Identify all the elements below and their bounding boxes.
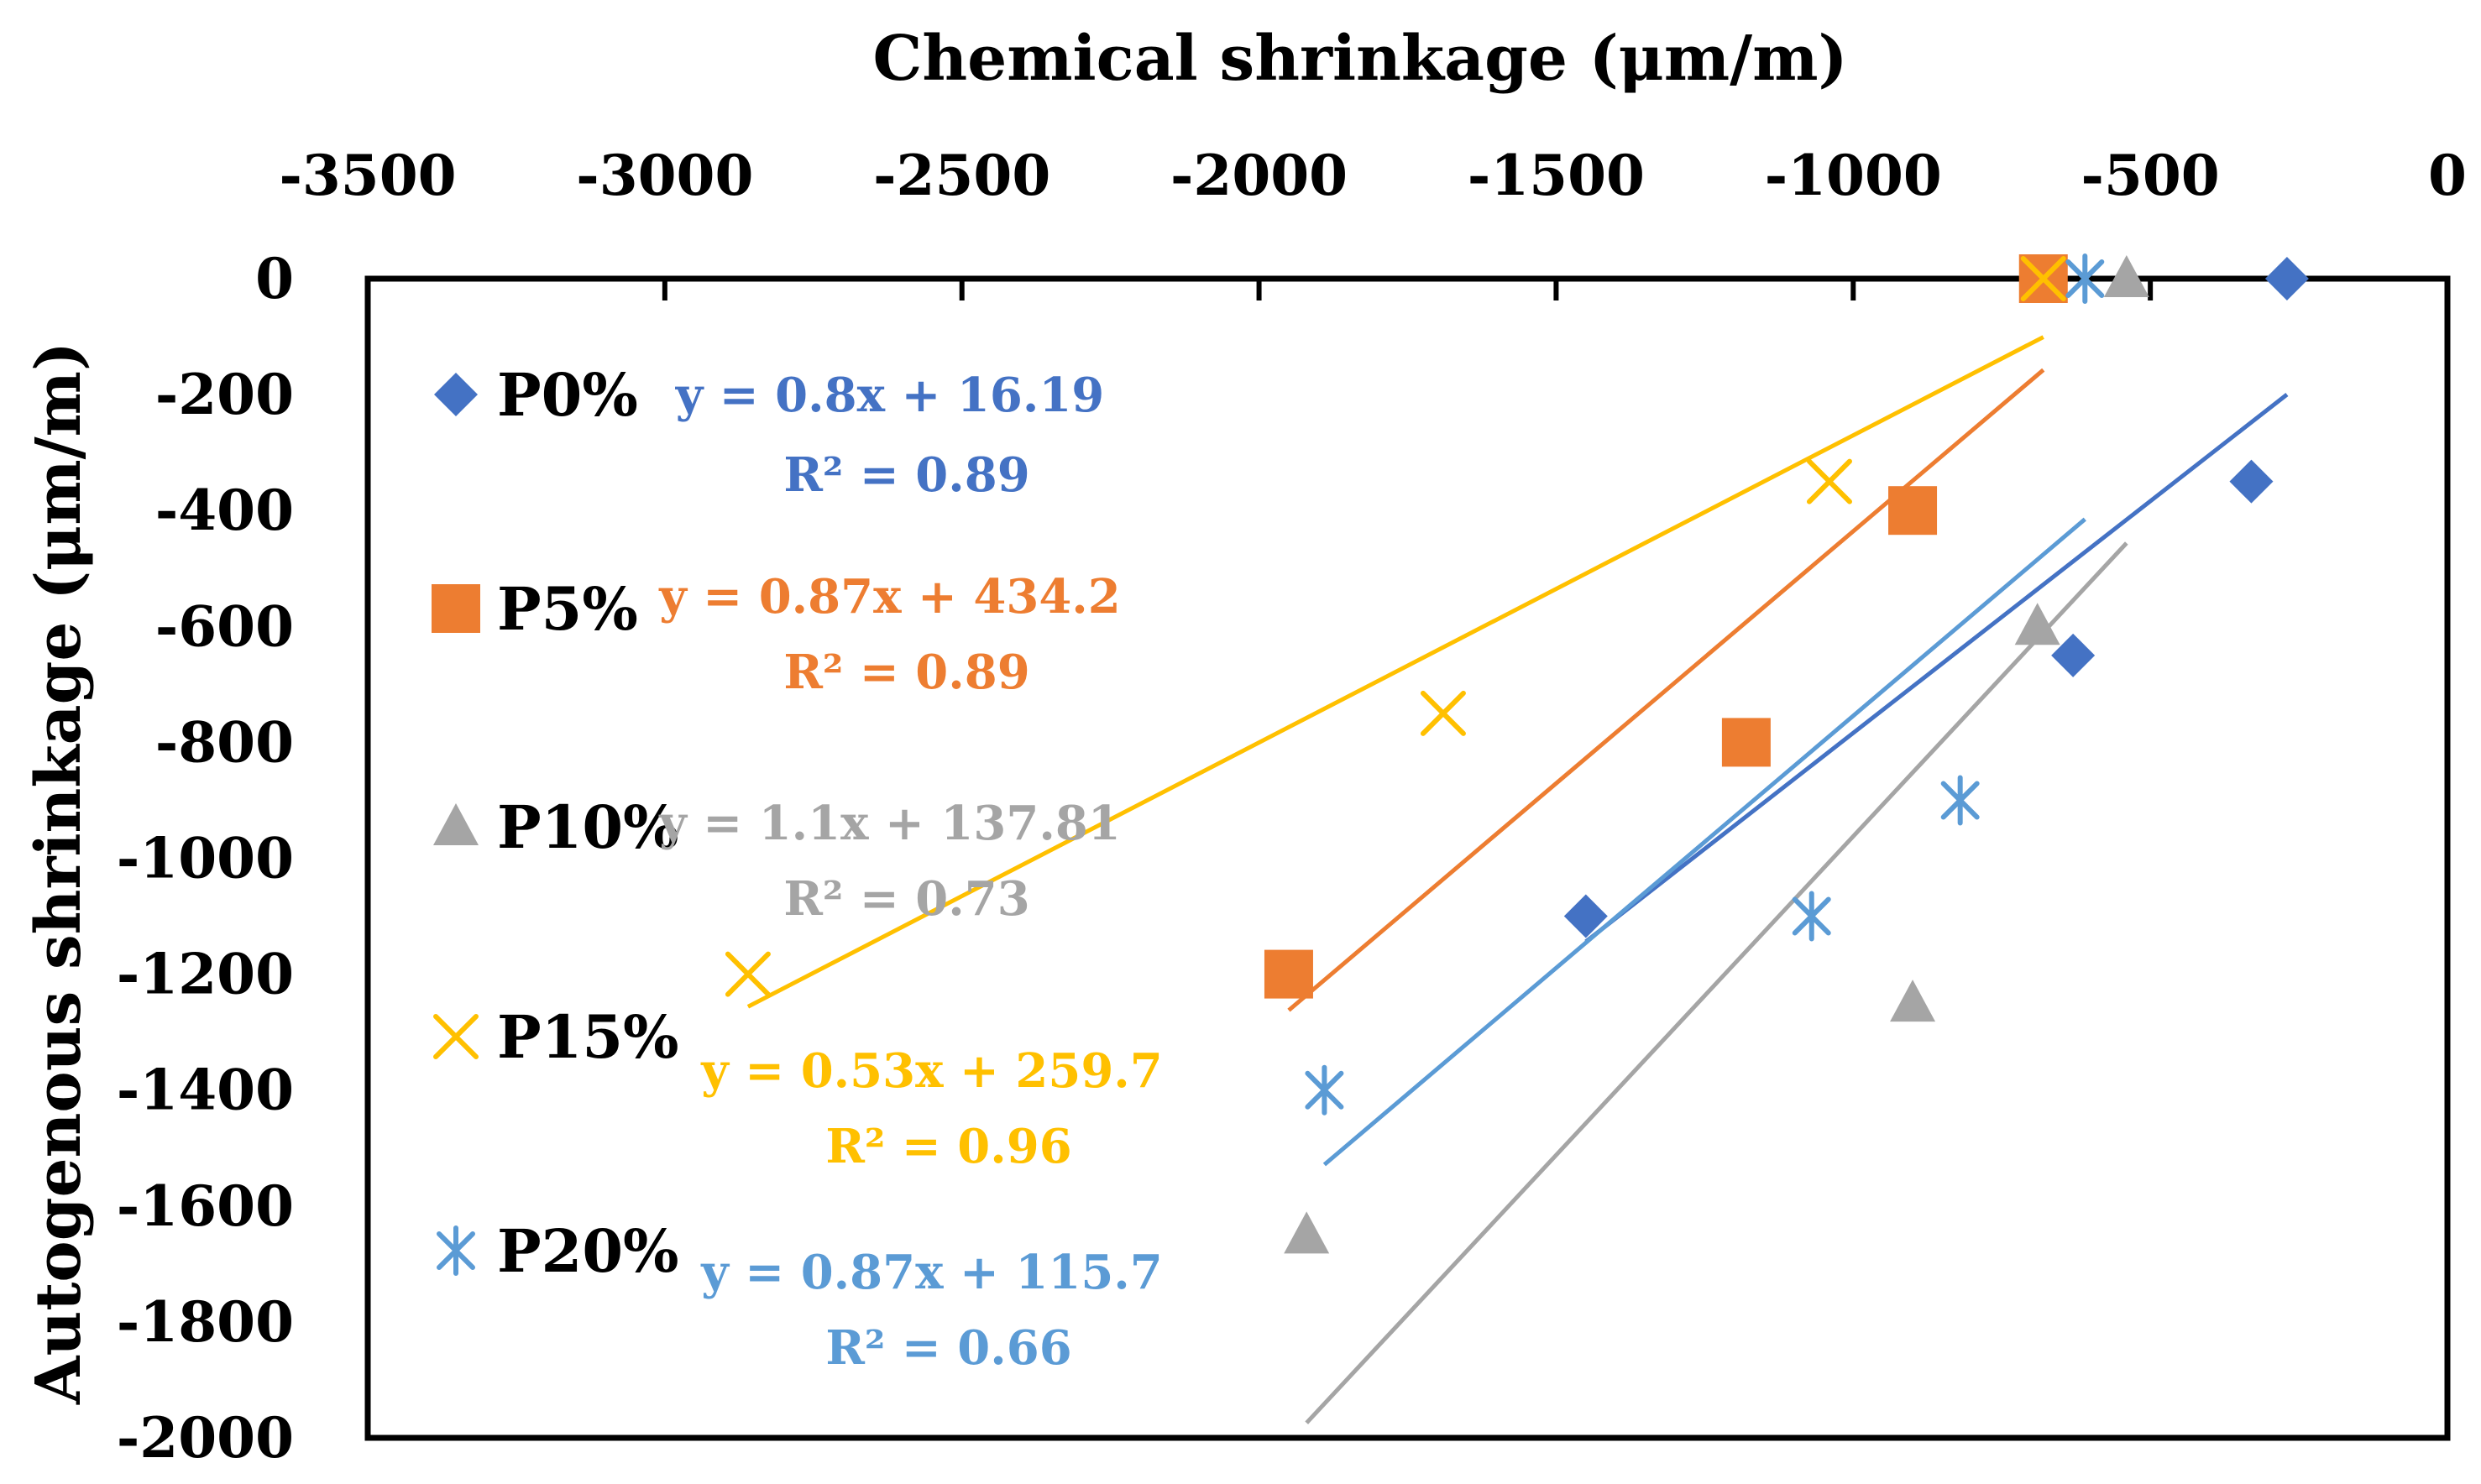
trendline-P0% [1584, 392, 2289, 943]
data-points [725, 253, 2309, 1254]
legend-label: P20% [497, 1216, 679, 1286]
legend-label: P5% [497, 574, 638, 644]
x-tick-label: -1000 [1765, 143, 1942, 208]
data-point-P5% [1888, 486, 1938, 536]
legend-marker-P10% [433, 803, 479, 845]
x-tick-label: -3000 [576, 143, 753, 208]
y-tick-label: -1200 [117, 942, 294, 1007]
y-tick-label: -1600 [117, 1173, 294, 1239]
x-tick-label: -2500 [873, 143, 1050, 208]
trendline-r2: R² = 0.96 [825, 1119, 1071, 1174]
data-point-P10% [1284, 1211, 1330, 1254]
trendline-equation: y = 0.8x + 16.19 [675, 368, 1105, 423]
axes: -3500 -3000 -2500 -2000 -1500 -1000 -500 0 0 -200… [117, 143, 2467, 1471]
legend-label: P15% [497, 1002, 679, 1072]
data-point-P15% [1420, 690, 1466, 736]
x-tick-label: 0 [2428, 143, 2467, 208]
data-point-P0% [2264, 257, 2309, 300]
y-tick-label: -400 [155, 478, 294, 543]
data-point-P15% [1806, 458, 1852, 504]
data-point-P10% [2014, 603, 2060, 645]
legend-marker-P15% [433, 1014, 479, 1059]
data-point-P15% [2020, 256, 2066, 301]
trendline-r2: R² = 0.89 [783, 447, 1029, 503]
trendline-P5% [1287, 368, 2045, 1012]
legend-marker-P0% [434, 373, 478, 416]
y-tick-label: -2000 [117, 1405, 294, 1471]
trendline-P10% [1305, 541, 2128, 1424]
trendline-P15% [746, 335, 2044, 1009]
data-point-P20% [2065, 253, 2105, 304]
data-point-P5% [1721, 718, 1771, 767]
x-tick-label: -3500 [279, 143, 456, 208]
data-point-P0% [2229, 459, 2274, 504]
x-tick-label: -500 [2081, 143, 2220, 208]
trendline-equation: y = 0.53x + 259.7 [700, 1043, 1163, 1099]
trendline-equation: y = 0.87x + 115.7 [700, 1245, 1163, 1300]
y-tick-label: -1800 [117, 1289, 294, 1355]
data-point-P20% [1940, 775, 1980, 826]
y-tick-label: 0 [255, 246, 294, 311]
trendline-P20% [1322, 517, 2086, 1167]
trendline-r2: R² = 0.66 [825, 1320, 1071, 1376]
y-tick-label: -800 [155, 709, 294, 775]
x-axis-title: Chemical shrinkage (μm/m) [872, 23, 1847, 95]
data-point-P5% [1264, 949, 1313, 999]
data-point-P10% [1890, 980, 1936, 1022]
y-tick-label: -200 [155, 362, 294, 427]
y-axis-title: Autogenous shrinkage (μm/m) [23, 342, 95, 1405]
trendline-equation: y = 1.1x + 137.81 [658, 796, 1121, 851]
data-point-P20% [1305, 1064, 1344, 1116]
legend-label: P10% [497, 792, 679, 862]
data-point-P20% [1792, 891, 1831, 942]
legend-marker-P20% [437, 1225, 475, 1276]
data-point-P15% [725, 951, 771, 997]
trendline-equation: y = 0.87x + 434.2 [658, 569, 1121, 624]
data-point-P0% [1563, 894, 1608, 938]
trendline-r2: R² = 0.73 [783, 871, 1029, 927]
legend: P0% P5% P10% P15% P20% [432, 360, 679, 1286]
y-tick-label: -600 [155, 593, 294, 659]
plot-area-border [364, 275, 2451, 1441]
y-tick-label: -1000 [117, 826, 294, 891]
legend-label: P0% [497, 360, 638, 430]
trendline-r2: R² = 0.89 [783, 645, 1029, 700]
y-tick-label: -1400 [117, 1058, 294, 1123]
x-tick-label: -2000 [1170, 143, 1348, 208]
data-point-P10% [2103, 255, 2149, 297]
trendline-equations: y = 0.8x + 16.19 R² = 0.89 y = 0.87x + 434… [658, 368, 1163, 1376]
x-tick-label: -1500 [1468, 143, 1645, 208]
data-point-P0% [2051, 633, 2096, 677]
legend-marker-P5% [432, 584, 480, 633]
trendlines [746, 335, 2289, 1424]
